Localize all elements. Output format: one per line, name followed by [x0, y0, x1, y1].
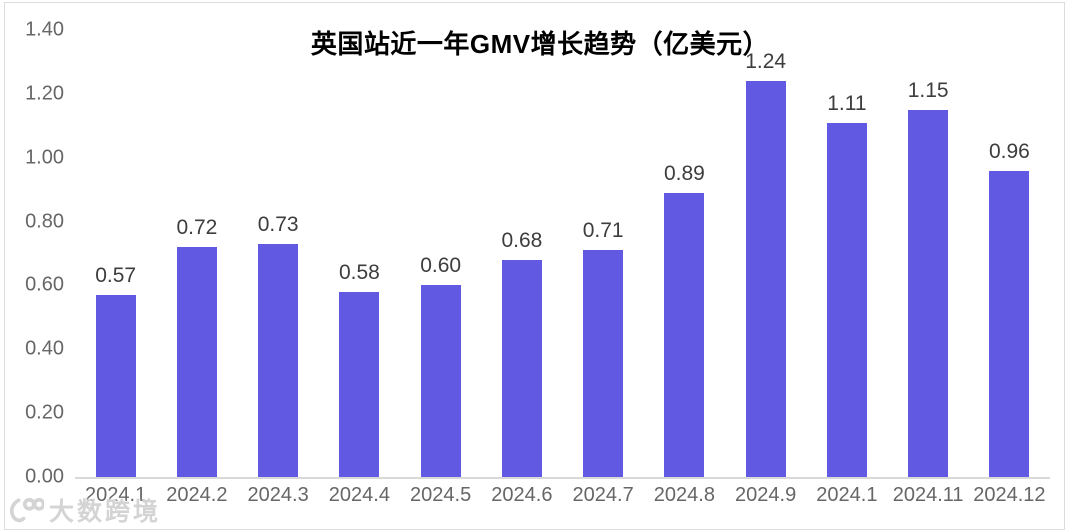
bar-value-label: 0.57 [95, 264, 137, 288]
bar-value-label: 0.73 [257, 212, 299, 236]
y-axis: 0.00 0.20 0.40 0.60 0.80 1.00 1.20 1.40 [0, 0, 64, 532]
bar-slot: 1.11 [806, 30, 887, 477]
x-axis-label: 2024.5 [410, 484, 472, 506]
y-axis-label: 1.20 [25, 82, 64, 105]
y-axis-label: 0.00 [25, 465, 64, 488]
chart-title: 英国站近一年GMV增长趋势（亿美元） [310, 29, 770, 59]
x-axis-label: 2024.3 [247, 484, 309, 506]
bar-value-label: 0.89 [663, 161, 705, 185]
x-axis: 2024.1 2024.2 2024.3 2024.4 2024.5 2024.6 2024… [75, 484, 1050, 507]
bar [176, 247, 217, 477]
bar-slot: 0.89 [644, 30, 725, 477]
bar-slot: 0.57 [75, 30, 156, 477]
bar [95, 295, 136, 477]
bar-value-label: 0.58 [338, 260, 380, 284]
y-axis-label: 0.40 [25, 337, 64, 360]
bar [339, 291, 380, 477]
x-axis-label: 2024.4 [328, 484, 390, 506]
bar-slot: 0.73 [238, 30, 319, 477]
y-axis-label: 0.80 [25, 210, 64, 233]
x-axis-label: 2024.1 [85, 484, 147, 506]
plot-area: 0.57 0.72 0.73 0.58 0.60 0.68 0.71 0.89 1.24 1.11… [75, 30, 1050, 479]
bar-slot: 0.72 [156, 30, 237, 477]
bar [420, 285, 461, 477]
bar-slot: 0.58 [319, 30, 400, 477]
bar [908, 109, 949, 477]
bar-value-label: 0.60 [420, 254, 462, 278]
x-axis-label: 2024.1 [816, 484, 878, 506]
bar [989, 170, 1030, 477]
bar-slot: 1.15 [888, 30, 969, 477]
bar-value-label: 1.11 [827, 91, 867, 115]
x-axis-label: 2024.7 [572, 484, 634, 506]
bar [826, 122, 867, 477]
bar [583, 250, 624, 477]
x-axis-label: 2024.2 [166, 484, 228, 506]
bar-slot: 0.96 [969, 30, 1050, 477]
bar [745, 81, 786, 477]
bar-slot: 0.68 [481, 30, 562, 477]
bar-value-label: 0.71 [582, 219, 624, 243]
x-axis-label: 2024.6 [491, 484, 553, 506]
y-axis-label: 0.20 [25, 401, 64, 424]
bar [664, 192, 705, 477]
x-axis-label: 2024.12 [973, 484, 1046, 506]
bar-value-label: 0.68 [501, 228, 543, 252]
bar-slot: 0.60 [400, 30, 481, 477]
x-axis-label: 2024.8 [653, 484, 715, 506]
y-axis-label: 1.00 [25, 146, 64, 169]
x-axis-label: 2024.11 [892, 484, 964, 506]
bar-value-label: 1.15 [907, 78, 949, 102]
bar-value-label: 0.96 [988, 139, 1030, 163]
bar [258, 243, 299, 477]
bar-value-label: 0.72 [176, 216, 218, 240]
y-axis-label: 0.60 [25, 273, 64, 296]
x-axis-label: 2024.9 [735, 484, 797, 506]
bar [501, 259, 542, 477]
y-axis-label: 1.40 [25, 18, 64, 41]
bar-slot: 0.71 [563, 30, 644, 477]
bar-value-label: 1.24 [745, 50, 787, 74]
bar-slot: 1.24 [725, 30, 806, 477]
